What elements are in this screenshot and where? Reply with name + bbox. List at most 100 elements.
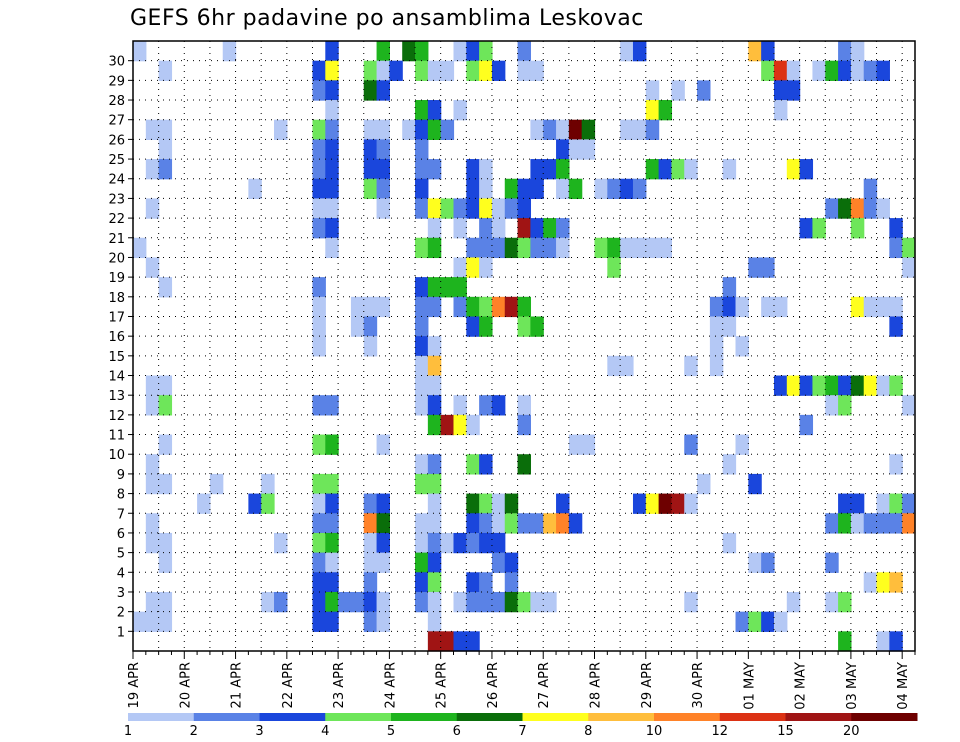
heatmap-cell [812, 218, 825, 238]
heatmap-cell [518, 198, 531, 218]
heatmap-cell [428, 415, 441, 435]
heatmap-cell [838, 592, 851, 612]
heatmap-cell [351, 316, 364, 336]
heatmap-cell [505, 572, 518, 592]
heatmap-cell [620, 356, 633, 376]
heatmap-cell [659, 238, 672, 258]
heatmap-cell [530, 238, 543, 258]
heatmap-cell [325, 612, 338, 632]
heatmap-cell [761, 612, 774, 632]
heatmap-cell [325, 159, 338, 179]
heatmap-cell [492, 218, 505, 238]
colorbar-label: 5 [387, 724, 395, 739]
heatmap-cell [453, 277, 466, 297]
heatmap-cell [133, 41, 146, 61]
colorbar-swatch [588, 713, 654, 721]
heatmap-cell [402, 120, 415, 140]
heatmap-cell [415, 316, 428, 336]
heatmap-cell [377, 533, 390, 553]
heatmap-cell [377, 435, 390, 455]
colorbar-swatch [260, 713, 326, 721]
heatmap-cell [479, 41, 492, 61]
heatmap-cell [838, 61, 851, 81]
heatmap-cell [223, 41, 236, 61]
heatmap-cell [325, 80, 338, 100]
heatmap-cell [659, 159, 672, 179]
heatmap-cell [159, 159, 172, 179]
heatmap-cell [479, 572, 492, 592]
heatmap-cell [159, 277, 172, 297]
heatmap-cell [415, 297, 428, 317]
heatmap-cell [787, 376, 800, 396]
heatmap-cell [569, 513, 582, 533]
heatmap-cell [415, 61, 428, 81]
heatmap-cell [441, 120, 454, 140]
heatmap-cell [877, 631, 890, 651]
heatmap-cell [889, 513, 902, 533]
heatmap-cell [838, 376, 851, 396]
heatmap-cell [377, 553, 390, 573]
heatmap-cell [261, 474, 274, 494]
heatmap-cell [825, 376, 838, 396]
heatmap-cell [146, 395, 159, 415]
heatmap-cell [325, 474, 338, 494]
y-tick-label: 30 [108, 55, 125, 70]
heatmap-cell [466, 179, 479, 199]
heatmap-cell [133, 238, 146, 258]
heatmap-cell [633, 238, 646, 258]
heatmap-cell [787, 61, 800, 81]
heatmap-cell [428, 395, 441, 415]
heatmap-cell [774, 61, 787, 81]
heatmap-cell [774, 80, 787, 100]
heatmap-cell [518, 297, 531, 317]
x-tick-label: 26 APR [486, 662, 501, 708]
heatmap-cell [748, 553, 761, 573]
heatmap-cell [377, 159, 390, 179]
heatmap-cell [377, 612, 390, 632]
heatmap-cell [633, 41, 646, 61]
heatmap-cells [133, 41, 916, 652]
heatmap-cell [851, 218, 864, 238]
heatmap-cell [441, 533, 454, 553]
heatmap-cell [582, 139, 595, 159]
heatmap-cell [312, 474, 325, 494]
heatmap-cell [864, 376, 877, 396]
heatmap-cell [774, 612, 787, 632]
heatmap-cell [325, 218, 338, 238]
heatmap-cell [761, 61, 774, 81]
x-tick-label: 02 MAY [794, 662, 809, 710]
heatmap-cell [723, 277, 736, 297]
heatmap-cell [518, 316, 531, 336]
y-tick-label: 18 [108, 291, 125, 306]
heatmap-cell [364, 61, 377, 81]
heatmap-cell [248, 494, 261, 514]
heatmap-cell [377, 80, 390, 100]
heatmap-cell [415, 41, 428, 61]
heatmap-cell [325, 553, 338, 573]
heatmap-cell [146, 159, 159, 179]
heatmap-cell [556, 513, 569, 533]
colorbar-swatch [194, 713, 260, 721]
heatmap-cell [889, 316, 902, 336]
heatmap-cell [453, 218, 466, 238]
colorbar-swatch [457, 713, 523, 721]
heatmap-cell [377, 120, 390, 140]
heatmap-cell [556, 139, 569, 159]
x-tick-label: 22 APR [281, 662, 296, 708]
heatmap-cell [453, 100, 466, 120]
heatmap-cell [479, 297, 492, 317]
heatmap-cell [902, 513, 915, 533]
heatmap-cell [684, 435, 697, 455]
heatmap-cell [159, 592, 172, 612]
heatmap-cell [261, 494, 274, 514]
heatmap-cell [415, 572, 428, 592]
y-tick-label: 19 [108, 271, 125, 286]
heatmap-cell [441, 198, 454, 218]
heatmap-cell [325, 533, 338, 553]
y-tick-label: 24 [108, 173, 125, 188]
grid-lines [133, 41, 915, 651]
heatmap-cell [312, 494, 325, 514]
heatmap-cell [774, 297, 787, 317]
heatmap-cell [466, 572, 479, 592]
heatmap-cell [864, 179, 877, 199]
